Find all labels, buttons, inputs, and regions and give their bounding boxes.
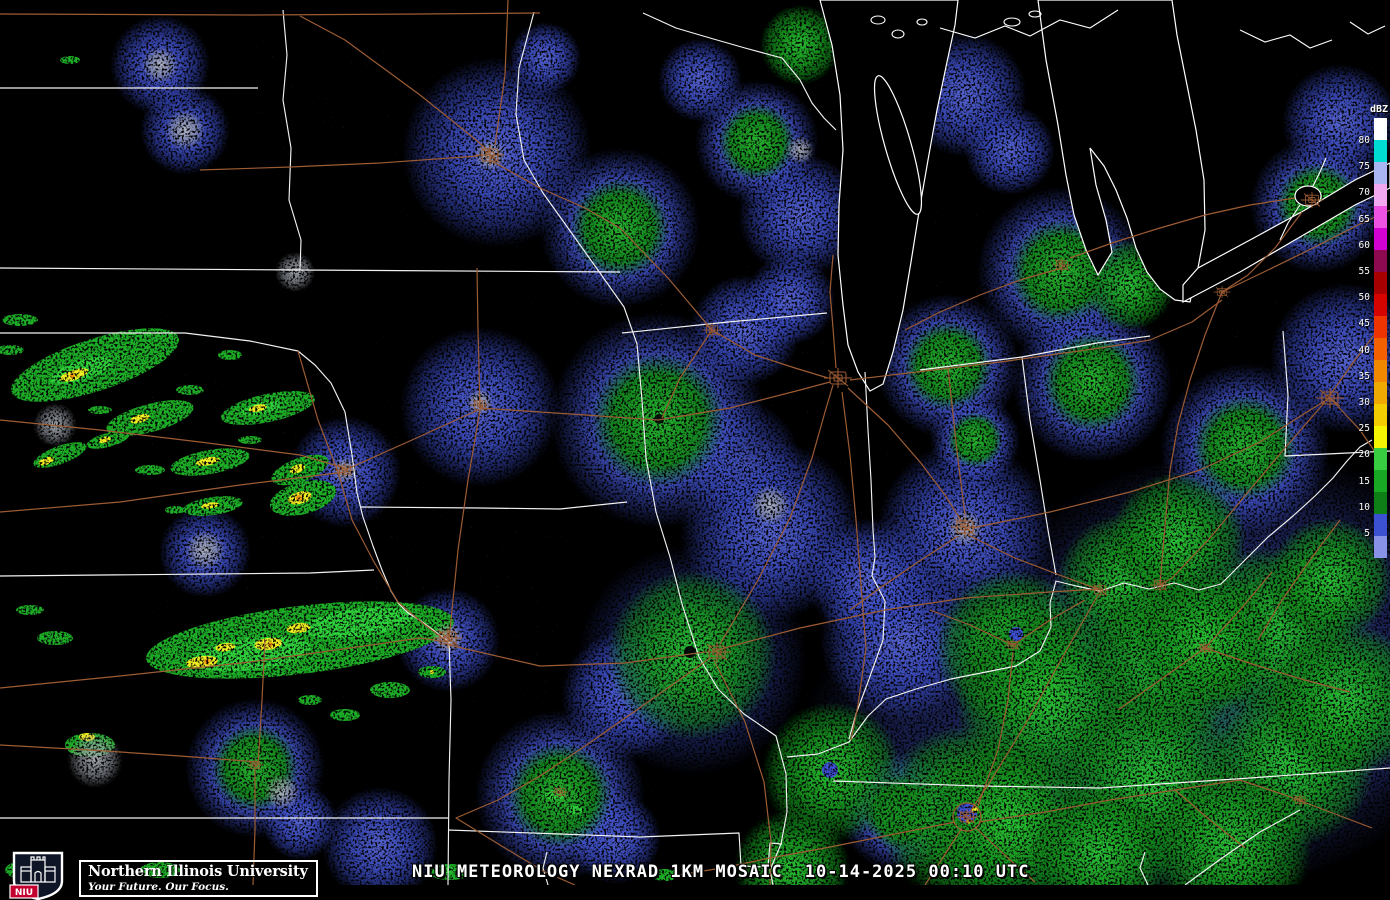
colorbar-tick-label: 50 [1358, 292, 1370, 304]
colorbar-tick-label: 10 [1358, 501, 1370, 513]
colorbar-tick-label: 60 [1358, 239, 1370, 251]
niu-tagline: Your Future. Our Focus. [88, 881, 229, 893]
colorbar-tick-label: 80 [1358, 135, 1370, 146]
colorbar-segment [1374, 492, 1387, 514]
dbz-colorbar: dBZ 80 75 70 65 60 55 50 45 40 35 30 25 20 15 10 5 [1344, 104, 1390, 574]
colorbar-tick-label: 5 [1364, 528, 1370, 539]
mosaic-title: NIU METEOROLOGY NEXRAD 1KM MOSAIC [412, 862, 783, 882]
niu-wordmark: Northern Illinois University [88, 863, 308, 880]
colorbar-segment [1374, 250, 1387, 272]
colorbar-segment [1374, 140, 1387, 162]
colorbar-segment [1374, 338, 1387, 360]
colorbar-segment [1374, 514, 1387, 536]
colorbar-tick-label: 55 [1358, 266, 1370, 277]
colorbar-tick-label: 15 [1358, 475, 1370, 487]
colorbar-tick-label: 70 [1358, 187, 1370, 199]
bottom-bar [0, 886, 1390, 900]
colorbar-tick-label: 65 [1358, 213, 1370, 225]
colorbar-segment [1374, 404, 1387, 426]
colorbar-segment [1374, 206, 1387, 228]
colorbar-bar [1374, 118, 1387, 558]
colorbar-tick-label: 30 [1358, 397, 1370, 408]
dbz-unit-label: dBZ [1369, 104, 1388, 115]
colorbar-tick-label: 75 [1358, 161, 1370, 173]
colorbar-segment [1374, 536, 1387, 558]
footer-title: NIU METEOROLOGY NEXRAD 1KM MOSAIC 10-14-2… [412, 862, 1029, 882]
colorbar-segment [1374, 426, 1387, 448]
colorbar-segment [1374, 382, 1387, 404]
colorbar-segment [1374, 162, 1387, 184]
niu-shield-icon: NIU [9, 851, 64, 900]
colorbar-segment [1374, 448, 1387, 470]
niu-wordmark-box: Northern Illinois University Your Future… [79, 860, 318, 897]
colorbar-segment [1374, 316, 1387, 338]
colorbar-tick-label: 35 [1358, 370, 1370, 382]
colorbar-tick-label: 45 [1358, 318, 1370, 330]
niu-logo: NIU Northern Illinois University Your Fu… [6, 851, 318, 900]
colorbar-segment [1374, 118, 1387, 140]
colorbar-segment [1374, 228, 1387, 250]
colorbar-segment [1374, 184, 1387, 206]
colorbar-segment [1374, 470, 1387, 492]
colorbar-segment [1374, 272, 1387, 294]
colorbar-segment [1374, 360, 1387, 382]
niu-shield-text: NIU [15, 888, 33, 898]
colorbar-tick-label: 25 [1358, 423, 1370, 435]
mosaic-timestamp: 10-14-2025 00:10 UTC [804, 862, 1030, 882]
colorbar-segment [1374, 294, 1387, 316]
colorbar-tick-label: 40 [1358, 344, 1370, 356]
colorbar-tick-label: 20 [1358, 449, 1370, 461]
